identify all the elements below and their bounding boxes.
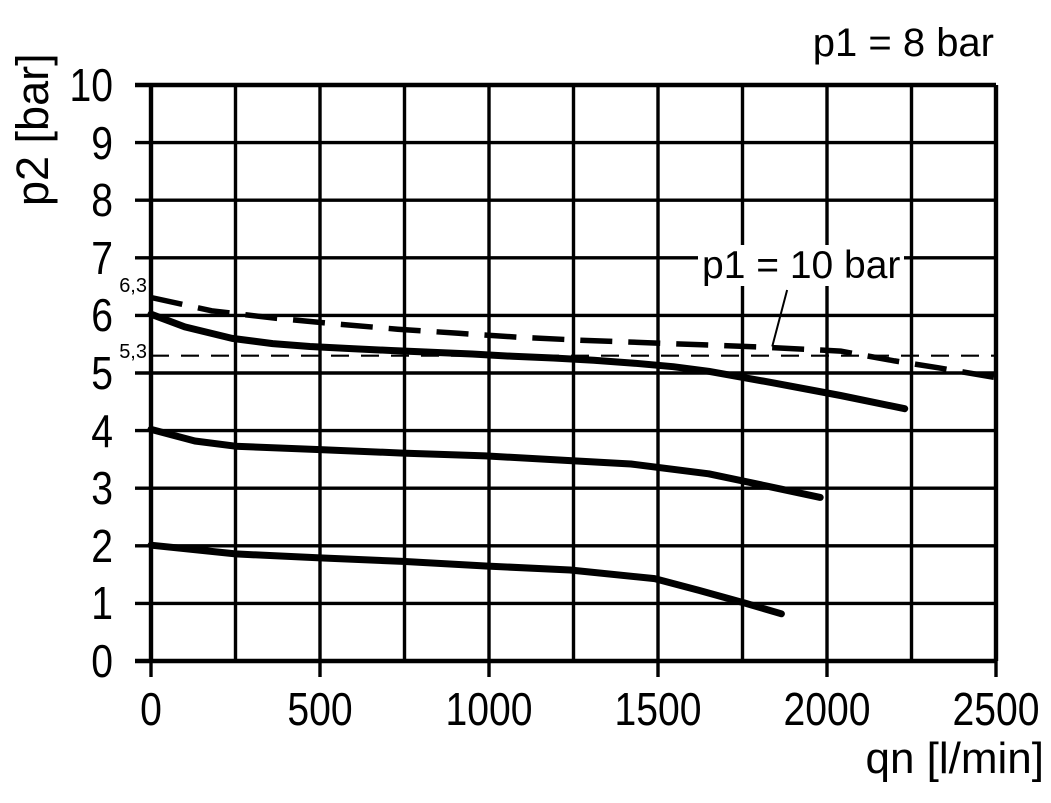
y-tick-label-2: 2 [91, 519, 113, 572]
callout-leader-line [771, 289, 789, 347]
y-tick-label-0: 0 [91, 635, 113, 687]
x-tick-label-1500: 1500 [614, 683, 702, 735]
y-tick-label-3: 3 [91, 462, 113, 515]
x-axis-title: qn [l/min] [865, 734, 1044, 783]
x-tick-label-0: 0 [140, 683, 162, 735]
y-tick-label-7: 7 [91, 231, 113, 284]
series-curve-outlet-pressure-set-point-4-bar-p1-8-bar- [147, 425, 824, 501]
x-tick-label-500: 500 [287, 683, 353, 735]
y-tick-label-8: 8 [91, 174, 113, 227]
y-tick-label-1: 1 [91, 577, 113, 630]
x-tick-label-1000: 1000 [445, 683, 533, 735]
series-curve-outlet-pressure-set-point-2-bar-p1-8-bar- [147, 541, 785, 618]
y-tick-label-6: 6 [91, 289, 113, 342]
annotation-p1-10bar: p1 = 10 bar [698, 245, 905, 286]
ref-value-6-3: 6,3 [119, 275, 147, 297]
y-tick-label-9: 9 [91, 116, 113, 169]
ref-value-5-3: 5,3 [119, 341, 147, 363]
series-curve-p1-10-bar [150, 294, 997, 381]
x-tick-label-2000: 2000 [783, 683, 871, 735]
x-tick-label-2500: 2500 [952, 683, 1040, 735]
y-tick-label-4: 4 [91, 404, 113, 457]
series-curve-outlet-pressure-set-point-6-bar-p1-8-bar- [147, 310, 909, 413]
y-tick-label-5: 5 [91, 347, 113, 399]
y-tick-label-10: 10 [69, 59, 113, 111]
chart-title-p1-8bar: p1 = 8 bar [812, 21, 994, 65]
